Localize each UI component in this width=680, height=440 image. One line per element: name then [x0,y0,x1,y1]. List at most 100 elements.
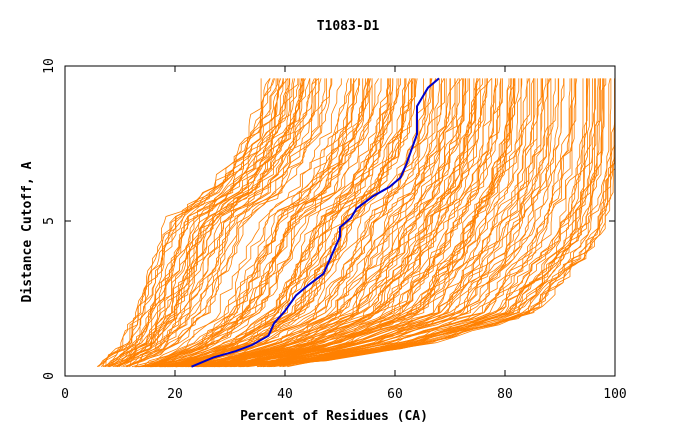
background-series-line [150,78,528,368]
x-axis-label: Percent of Residues (CA) [240,409,428,424]
background-series-line [166,78,595,368]
background-series-line [162,78,401,368]
background-series-line [153,78,371,368]
background-series-line [269,78,596,368]
background-series-line [159,78,512,368]
background-series-line [147,78,355,368]
background-series-line [118,78,311,368]
highlight-series-line [191,77,440,368]
background-series-line [107,78,278,367]
background-series-line [151,78,370,368]
background-series-line [144,78,354,368]
background-series-line [183,78,415,368]
background-series-line [179,78,414,368]
background-series-line [148,78,373,368]
y-axis-ticks: 0 5 10 [42,58,615,380]
background-series-line [142,78,349,367]
background-series-line [137,78,589,368]
background-series-line [164,78,398,368]
background-series-line [242,78,536,368]
background-series-line [169,78,575,368]
background-series-line [233,78,515,368]
x-tick-label: 80 [497,387,513,402]
background-series-line [154,78,445,368]
x-tick-label: 40 [277,387,293,402]
background-series-line [234,78,531,368]
x-tick-label: 20 [167,387,183,402]
background-series-line [108,78,296,368]
background-series-line [175,78,605,368]
background-series-line [230,78,552,368]
background-series-line [209,78,488,368]
background-series-line [206,78,464,368]
background-series-line [118,78,300,368]
background-series-line [180,78,440,368]
background-series-line [127,78,311,368]
background-series-line [241,78,571,368]
background-series-line [102,78,262,367]
background-series-line [246,78,559,368]
background-series-line [167,78,391,368]
background-series-line [117,78,306,368]
background-series-line [160,78,551,368]
background-series-line [116,78,303,368]
background-series-line [135,78,493,368]
background-series-line [223,78,560,368]
background-series-line [142,78,342,368]
background-series-line [225,78,502,368]
background-series-line [191,78,451,368]
background-series-line [149,78,373,368]
background-series-line [219,78,503,368]
background-series-line [218,78,486,368]
background-series-line [238,78,538,368]
background-series-line [126,78,316,368]
background-series-line [104,78,289,368]
background-series-line [98,78,271,368]
background-series-line [102,78,282,368]
background-series-line [187,78,459,368]
background-series-line [150,78,366,368]
y-tick-label: 0 [42,372,57,380]
background-series-line [235,78,516,368]
background-series-line [142,78,359,368]
background-series-line [209,78,480,368]
background-series-line [247,78,573,368]
background-series-line [217,78,502,368]
background-series-line [129,78,326,368]
background-curves [96,78,616,368]
background-series-line [112,78,284,367]
background-series-line [172,78,496,368]
background-series-line [229,78,512,368]
background-series-line [153,78,379,368]
background-series-line [100,78,274,367]
background-series-line [151,78,432,368]
background-series-line [229,78,565,368]
background-series-line [121,78,305,368]
background-series-line [126,78,322,368]
background-series-line [109,78,294,368]
y-tick-label: 10 [42,58,57,74]
background-series-line [128,78,317,367]
x-tick-label: 60 [387,387,403,402]
background-series-line [180,78,431,368]
background-series-line [240,78,543,368]
plot-area [96,77,616,368]
background-series-line [190,78,442,368]
chart-title: T1083-D1 [317,19,380,34]
background-series-line [155,78,389,368]
background-series-line [191,78,588,368]
background-series-line [196,78,463,368]
background-series-line [195,78,460,368]
background-series-line [260,78,612,368]
x-axis-ticks: 0 20 40 60 80 100 [61,66,627,402]
x-tick-label: 100 [603,387,626,402]
background-series-line [146,78,369,368]
background-series-line [135,78,333,367]
background-series-line [257,78,607,368]
background-series-line [190,78,437,368]
background-series-line [196,78,456,368]
y-axis-label: Distance Cutoff, A [20,161,35,302]
background-series-line [216,78,510,368]
background-series-line [131,78,351,368]
